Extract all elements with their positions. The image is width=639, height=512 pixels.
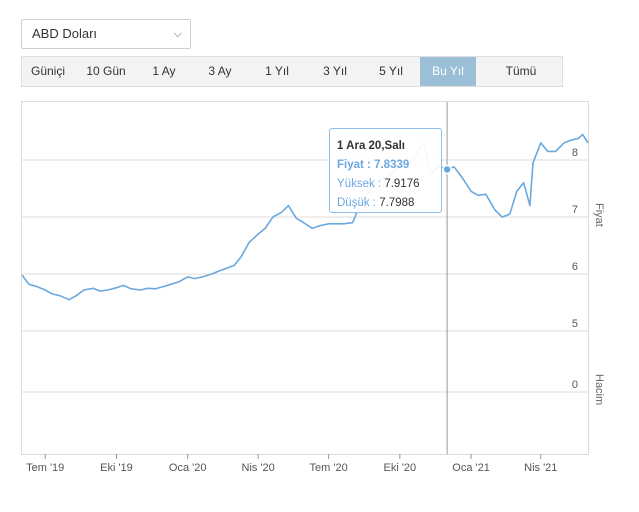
tooltip-high-label: Yüksek : <box>337 178 382 190</box>
chart-tooltip: 1 Ara 20,Salı Fiyat : 7.8339 Yüksek : 7.… <box>329 128 442 213</box>
volume-tick-label-0: 0 <box>572 379 578 391</box>
x-tick-label: Nis '21 <box>524 462 557 474</box>
tooltip-low-label: Düşük : <box>337 197 376 209</box>
y-tick-label-5: 5 <box>572 318 578 330</box>
tooltip-high-value: 7.9176 <box>384 178 420 190</box>
tooltip-low-value: 7.7988 <box>379 197 415 209</box>
tooltip-price-value: 7.8339 <box>374 159 410 171</box>
range-button-this-year[interactable]: Bu Yıl <box>420 57 476 86</box>
x-tick-label: Tem '19 <box>26 462 64 474</box>
currency-select-value: ABD Doları <box>32 26 98 41</box>
range-button-all[interactable]: Tümü <box>505 64 537 78</box>
x-tick-label: Eki '20 <box>384 462 417 474</box>
volume-axis-label: Hacim <box>593 374 605 406</box>
highlight-point-marker <box>442 164 452 175</box>
range-button-5-years[interactable]: 5 Yıl <box>379 64 403 78</box>
range-button-10-days[interactable]: 10 Gün <box>86 64 126 78</box>
x-tick-label: Nis '20 <box>242 462 275 474</box>
tooltip-date: 1 Ara 20,Salı <box>337 140 405 152</box>
chart-area[interactable] <box>21 101 589 455</box>
y-tick-label-8: 8 <box>572 147 578 159</box>
price-line-series <box>21 133 589 301</box>
range-button-intraday[interactable]: Güniçi <box>30 64 65 78</box>
range-button-1-year[interactable]: 1 Yıl <box>265 64 289 78</box>
price-axis-label: Fiyat <box>593 203 605 227</box>
y-tick-label-7: 7 <box>572 204 578 216</box>
x-tick-label: Eki '19 <box>100 462 133 474</box>
chevron-down-icon: ⌵ <box>173 28 182 40</box>
range-button-3-years[interactable]: 3 Yıl <box>323 64 347 78</box>
x-tick-label: Oca '21 <box>452 462 490 474</box>
tooltip-price-label: Fiyat : <box>337 159 371 171</box>
range-button-bar: Güniçi 10 Gün 1 Ay 3 Ay 1 Yıl 3 Yıl 5 Yı… <box>21 56 563 87</box>
x-tick-label: Oca '20 <box>169 462 207 474</box>
range-button-1-month[interactable]: 1 Ay <box>152 64 176 78</box>
range-button-3-months[interactable]: 3 Ay <box>208 64 232 78</box>
x-tick-label: Tem '20 <box>310 462 348 474</box>
y-tick-label-6: 6 <box>572 261 578 273</box>
currency-select[interactable]: ABD Doları ⌵ <box>21 19 191 49</box>
